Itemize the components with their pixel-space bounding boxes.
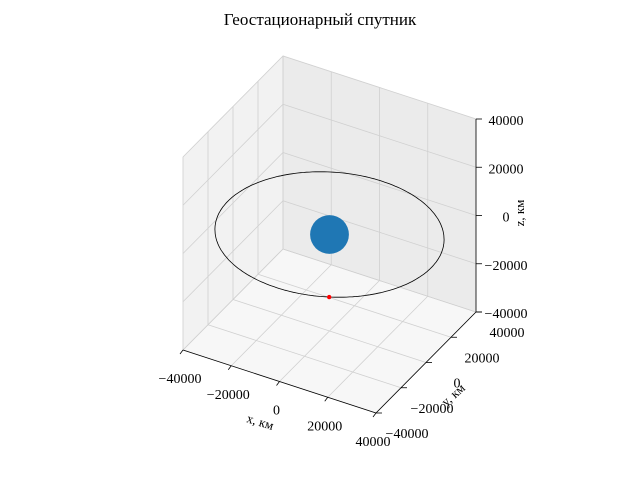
z-axis-label: z, км <box>512 200 527 227</box>
grid-line <box>282 103 477 168</box>
tick-mark <box>372 412 377 418</box>
x-tick-label: 20000 <box>307 419 342 434</box>
satellite-point <box>326 294 332 300</box>
z-tick-label: −40000 <box>485 307 528 322</box>
grid-line <box>282 55 477 120</box>
y-tick-label: 20000 <box>465 351 500 366</box>
x-tick-label: 0 <box>273 404 280 419</box>
chart-title: Геостационарный спутник <box>224 10 417 29</box>
grid-line <box>257 273 452 338</box>
tick-mark <box>179 349 184 355</box>
grid-line <box>182 248 284 351</box>
x-tick-label: −20000 <box>207 388 250 403</box>
grid-line <box>232 299 427 363</box>
grid-line <box>182 103 284 206</box>
y-tick-label: −40000 <box>386 427 429 442</box>
z-tick-label: −20000 <box>485 259 528 274</box>
y-tick-label: 0 <box>454 377 461 392</box>
tick-mark <box>324 397 329 402</box>
orbit-line <box>214 171 445 298</box>
z-tick-label: 0 <box>503 211 510 226</box>
z-tick-label: 20000 <box>489 162 524 177</box>
grid-line <box>182 55 284 158</box>
grid-line <box>182 200 284 303</box>
y-tick-label: 40000 <box>490 326 525 341</box>
tick-labels: −40000−2000002000040000−40000−2000002000… <box>159 114 528 450</box>
grid-line <box>207 324 402 389</box>
y-tick-label: −20000 <box>411 402 454 417</box>
tick-mark <box>227 365 232 370</box>
x-tick-label: −40000 <box>159 372 202 387</box>
earth-sphere <box>310 215 349 254</box>
x-axis-label: x, км <box>245 410 276 432</box>
x-tick-label: 40000 <box>356 435 391 450</box>
grid-line <box>282 152 477 216</box>
z-tick-label: 40000 <box>489 114 524 129</box>
grid-line <box>182 152 284 254</box>
grid-line <box>282 200 477 265</box>
grid-line <box>282 248 477 313</box>
tick-mark <box>276 381 280 386</box>
